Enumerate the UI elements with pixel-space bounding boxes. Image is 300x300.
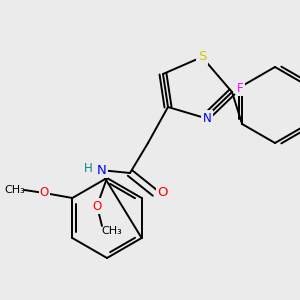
Text: CH₃: CH₃ <box>4 185 25 195</box>
Text: O: O <box>40 187 49 200</box>
Text: H: H <box>84 161 92 175</box>
Text: O: O <box>158 187 168 200</box>
Text: N: N <box>202 112 211 124</box>
Text: N: N <box>97 164 107 176</box>
Text: CH₃: CH₃ <box>102 226 122 236</box>
Text: F: F <box>237 82 243 94</box>
Text: O: O <box>92 200 102 212</box>
Text: S: S <box>198 50 206 64</box>
